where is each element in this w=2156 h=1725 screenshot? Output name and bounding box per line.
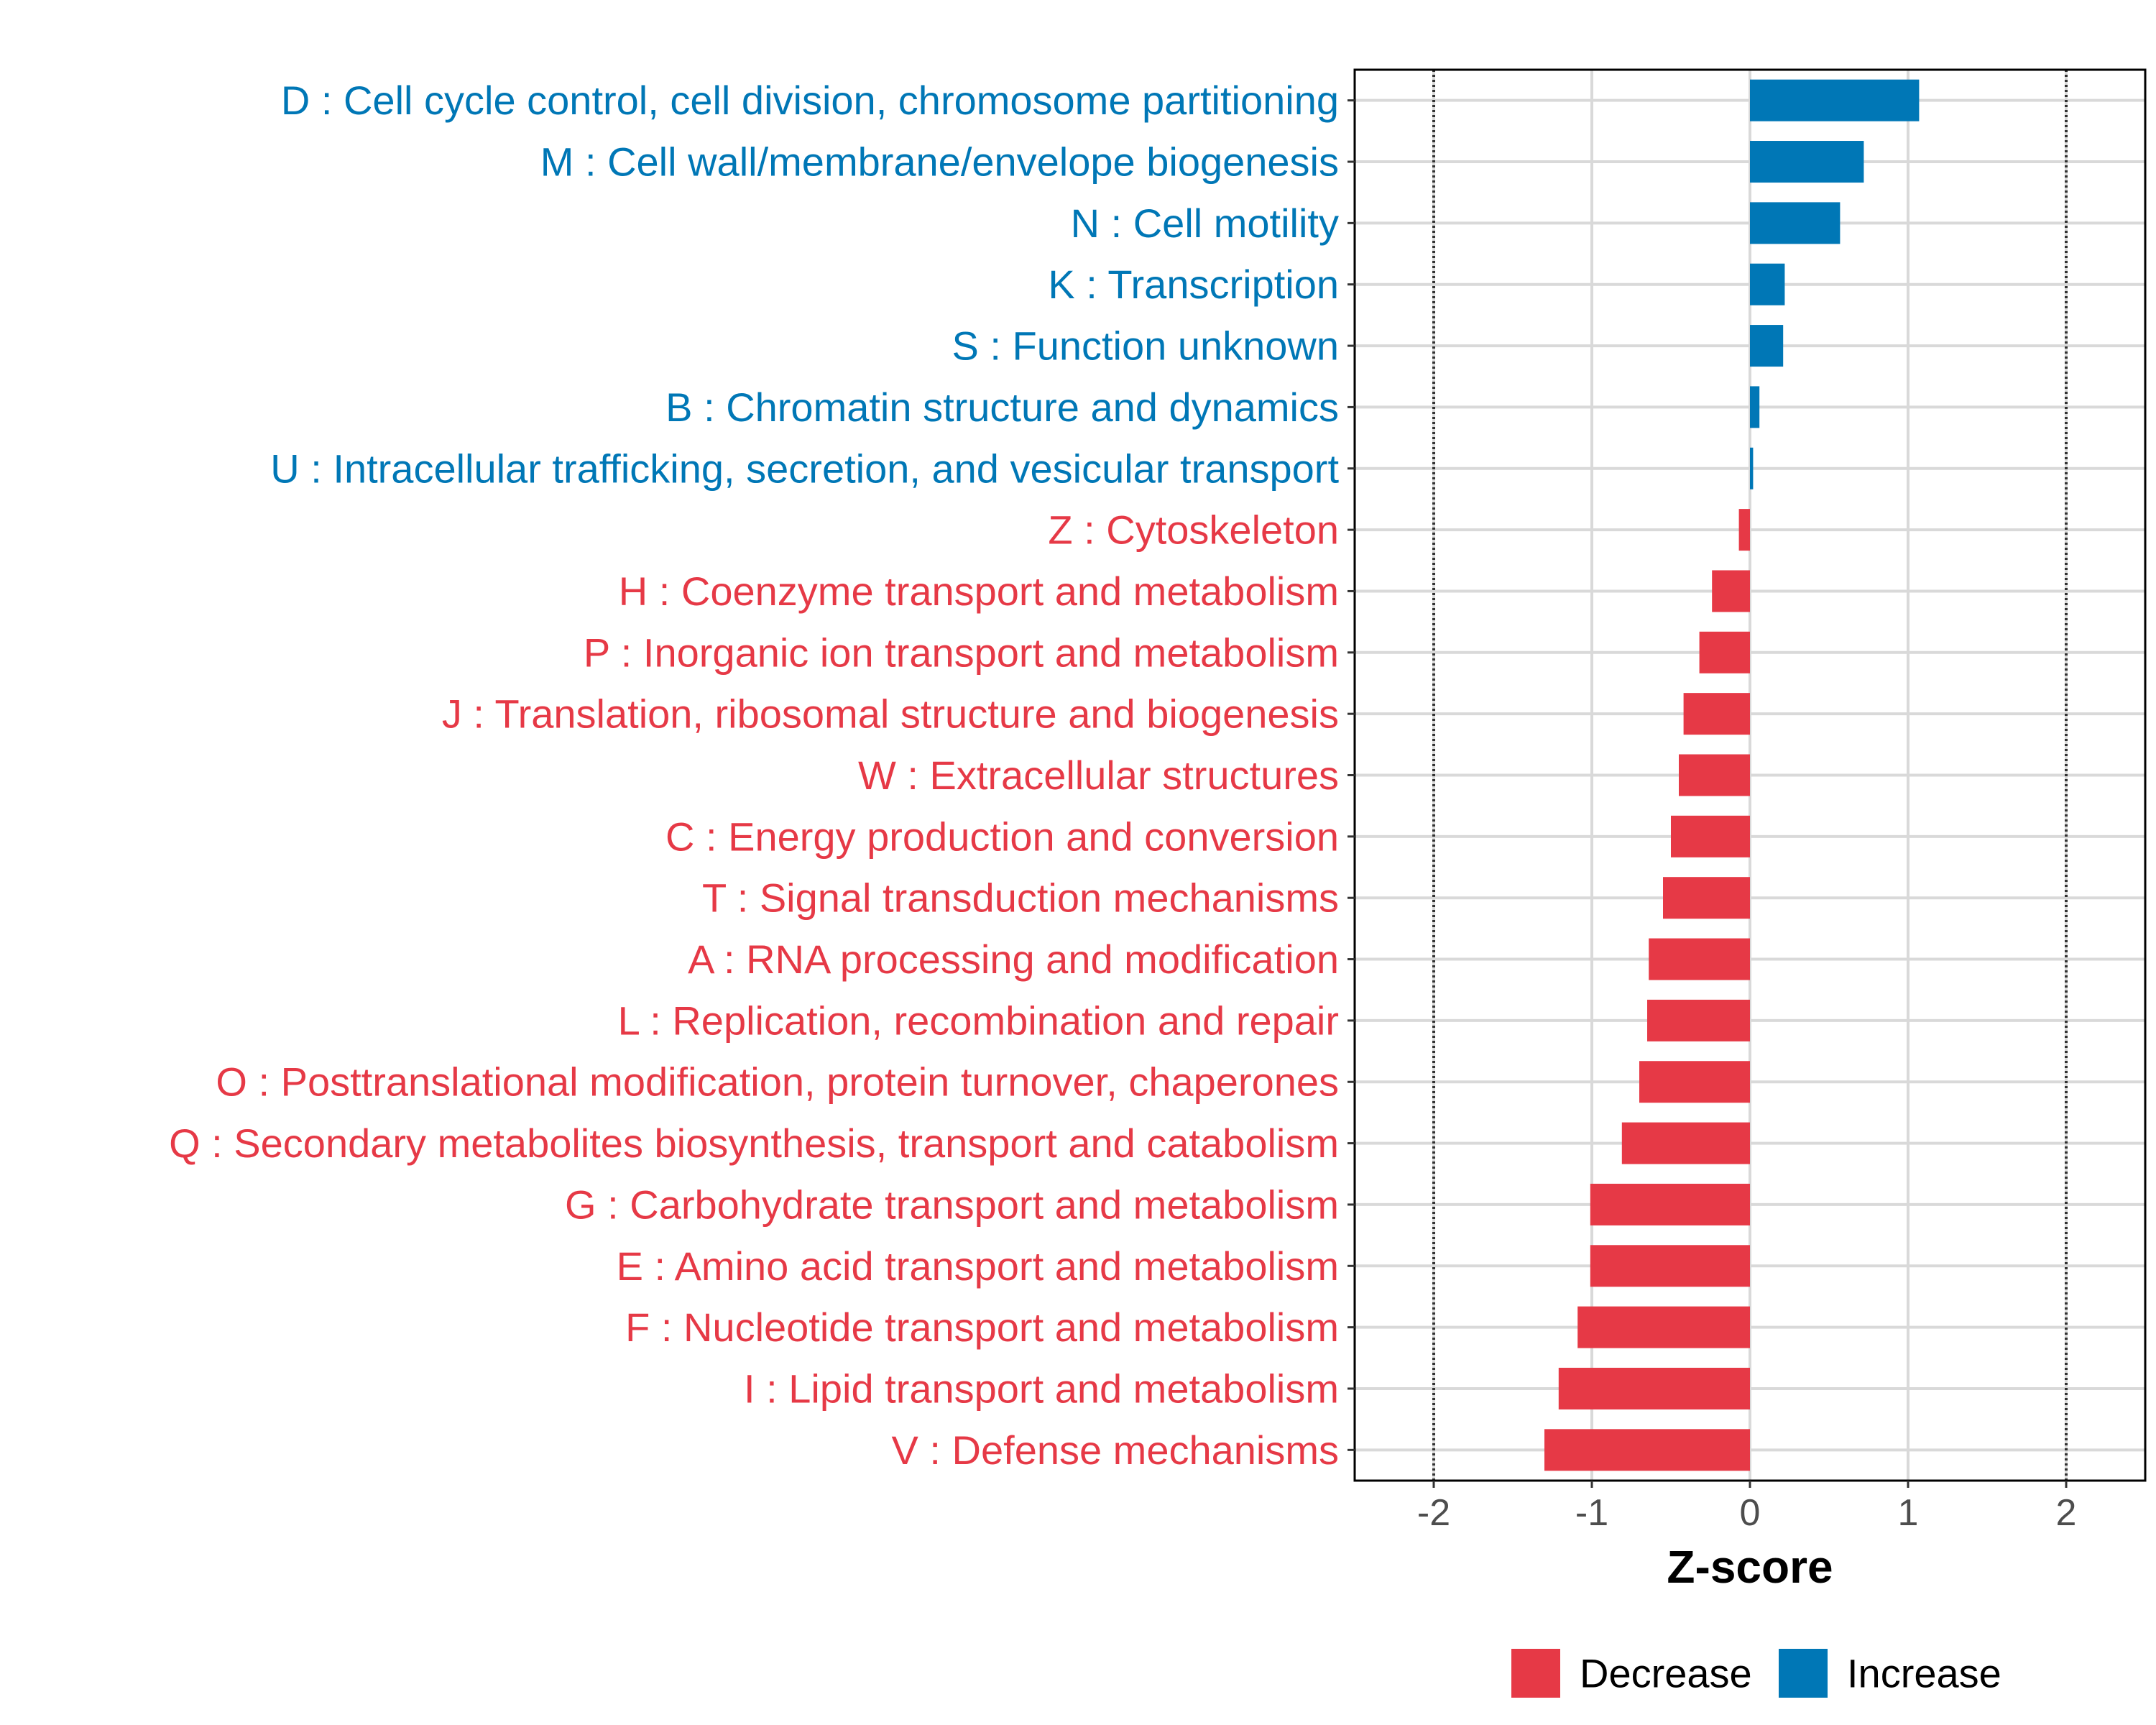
x-axis-ticks: -2 -1 0 1 2 xyxy=(1417,1481,2077,1534)
category-label: M : Cell wall/membrane/envelope biogenes… xyxy=(540,139,1339,185)
bar-increase xyxy=(1750,325,1784,367)
bar-decrease xyxy=(1647,999,1750,1041)
legend-label-increase: Increase xyxy=(1847,1651,2001,1696)
category-label: C : Energy production and conversion xyxy=(665,814,1339,859)
bar-decrease xyxy=(1558,1367,1750,1409)
category-label: N : Cell motility xyxy=(1071,201,1339,246)
x-tick-label: 0 xyxy=(1740,1492,1761,1534)
bar-increase xyxy=(1750,447,1754,489)
legend-swatch-decrease xyxy=(1511,1649,1560,1698)
legend: Decrease Increase xyxy=(1511,1649,2001,1698)
category-label: F : Nucleotide transport and metabolism xyxy=(625,1305,1339,1350)
bar-decrease xyxy=(1577,1306,1750,1348)
bar-decrease xyxy=(1663,877,1750,919)
bar-increase xyxy=(1750,386,1760,428)
category-label: T : Signal transduction mechanisms xyxy=(702,875,1339,921)
bar-decrease xyxy=(1639,1061,1750,1103)
legend-swatch-increase xyxy=(1779,1649,1828,1698)
bar-decrease xyxy=(1683,693,1750,735)
bar-increase xyxy=(1750,79,1920,121)
category-label: I : Lipid transport and metabolism xyxy=(744,1366,1339,1411)
category-label: W : Extracellular structures xyxy=(858,753,1339,798)
y-axis-ticks xyxy=(1348,99,1355,1451)
category-label: O : Posttranslational modification, prot… xyxy=(216,1059,1339,1105)
category-label: D : Cell cycle control, cell division, c… xyxy=(281,78,1339,123)
x-tick-label: 1 xyxy=(1898,1492,1919,1534)
category-label: J : Translation, ribosomal structure and… xyxy=(442,691,1339,737)
category-labels: D : Cell cycle control, cell division, c… xyxy=(169,78,1339,1473)
category-label: P : Inorganic ion transport and metaboli… xyxy=(584,630,1339,675)
bar-decrease xyxy=(1671,815,1750,857)
category-label: V : Defense mechanisms xyxy=(892,1427,1339,1473)
bar-decrease xyxy=(1679,754,1750,796)
bar-decrease xyxy=(1590,1183,1750,1225)
reference-lines xyxy=(1432,70,2068,1481)
x-tick-label: 2 xyxy=(2056,1492,2077,1534)
bar-increase xyxy=(1750,141,1864,183)
category-label: L : Replication, recombination and repai… xyxy=(618,998,1339,1043)
bar-decrease xyxy=(1590,1245,1750,1287)
category-label: U : Intracellular trafficking, secretion… xyxy=(270,446,1339,491)
bar-decrease xyxy=(1544,1429,1750,1471)
bar-decrease xyxy=(1621,1122,1750,1164)
category-label: E : Amino acid transport and metabolism xyxy=(617,1243,1339,1289)
bars xyxy=(1544,79,1920,1471)
category-label: B : Chromatin structure and dynamics xyxy=(665,385,1339,430)
category-label: K : Transcription xyxy=(1048,262,1339,307)
x-tick-label: -2 xyxy=(1417,1492,1450,1534)
category-label: A : RNA processing and modification xyxy=(688,937,1339,982)
category-label: Q : Secondary metabolites biosynthesis, … xyxy=(169,1121,1339,1166)
bar-increase xyxy=(1750,202,1841,244)
bar-decrease xyxy=(1649,938,1750,980)
bar-decrease xyxy=(1699,631,1750,673)
bar-decrease xyxy=(1738,509,1750,551)
x-axis-title: Z-score xyxy=(1667,1541,1833,1593)
bar-increase xyxy=(1750,263,1785,305)
category-label: S : Function unknown xyxy=(952,323,1339,369)
category-label: Z : Cytoskeleton xyxy=(1048,507,1339,553)
x-tick-label: -1 xyxy=(1575,1492,1608,1534)
category-label: H : Coenzyme transport and metabolism xyxy=(619,569,1339,614)
legend-label-decrease: Decrease xyxy=(1580,1651,1752,1696)
bar-decrease xyxy=(1712,570,1750,612)
category-label: G : Carbohydrate transport and metabolis… xyxy=(565,1182,1339,1227)
